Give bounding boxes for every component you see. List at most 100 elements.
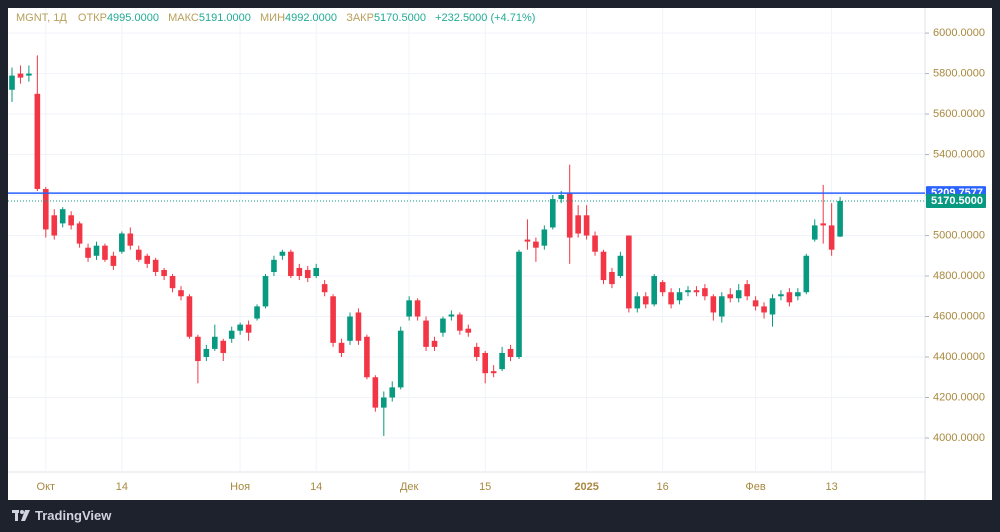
candle-body	[9, 75, 15, 90]
candle-body	[262, 276, 269, 307]
candle-body	[786, 292, 793, 303]
candle-body	[271, 259, 277, 272]
y-tick-label: 5800.0000	[933, 67, 985, 79]
candle-body	[550, 199, 556, 228]
brand-logo	[12, 509, 30, 521]
y-tick-label: 4200.0000	[933, 391, 985, 403]
candle-body	[195, 336, 201, 362]
y-tick-label: 4000.0000	[933, 432, 985, 444]
candle-body	[397, 330, 404, 388]
x-tick-label: 14	[116, 481, 128, 493]
candle-body	[651, 276, 657, 305]
candle-body	[617, 255, 624, 277]
candle-body	[710, 296, 717, 313]
candle-body	[735, 290, 742, 299]
open-label: ОТКР	[77, 12, 107, 24]
candle-body	[659, 282, 666, 293]
brand-name: TradingView	[35, 508, 112, 523]
candle-body	[355, 312, 362, 341]
candle-body	[212, 336, 218, 349]
candle-body	[110, 255, 117, 266]
chart-bg	[8, 8, 992, 500]
candle-body	[811, 225, 818, 240]
candle-body	[828, 225, 835, 250]
x-tick-label: 15	[479, 481, 491, 493]
candle-body	[93, 245, 100, 256]
x-tick-label: Дек	[400, 481, 419, 493]
high-label: МАКС	[168, 12, 199, 24]
candle-body	[102, 245, 108, 260]
x-tick-label: Ноя	[230, 481, 250, 493]
candle-body	[381, 397, 387, 408]
candle-body	[837, 201, 843, 237]
candle-body	[161, 269, 167, 277]
candle-body	[490, 371, 497, 374]
low-label: МИН	[260, 12, 286, 24]
candle-body	[457, 314, 463, 331]
low-value: 4992.0000	[285, 12, 338, 24]
candle-body	[51, 215, 58, 236]
candle-body	[533, 241, 539, 248]
candle-body	[313, 267, 319, 277]
candle-body	[338, 342, 345, 353]
x-tick-label: 16	[657, 481, 669, 493]
candle-body	[68, 215, 74, 226]
x-tick-label: Фев	[745, 481, 765, 493]
candle-body	[17, 73, 24, 78]
candle-body	[820, 223, 826, 226]
x-tick-label: 14	[310, 481, 322, 493]
y-tick-label: 4600.0000	[933, 310, 985, 322]
candle-body	[220, 340, 227, 353]
candle-body	[364, 336, 370, 378]
y-tick-label: 4400.0000	[933, 351, 985, 363]
symbol: MGNT, 1Д	[16, 12, 67, 24]
candle-body	[583, 215, 590, 236]
candle-body	[43, 188, 49, 230]
price-tag	[926, 194, 986, 209]
candle-body	[752, 300, 759, 307]
candle-body	[575, 215, 581, 234]
candle-body	[85, 247, 91, 258]
candle-body	[254, 306, 260, 319]
candle-body	[541, 229, 548, 246]
candle-body	[228, 330, 235, 339]
candle-body	[702, 288, 708, 297]
candle-body	[592, 235, 598, 252]
candle-body	[414, 300, 421, 317]
candle-body	[600, 251, 607, 281]
candle-body	[693, 290, 700, 293]
candle-body	[642, 296, 649, 305]
high-value: 5191.0000	[198, 12, 251, 24]
candle-body	[499, 352, 505, 370]
candle-body	[431, 340, 438, 347]
candle-body	[558, 195, 565, 200]
candle-body	[59, 209, 66, 224]
candle-body	[727, 294, 734, 299]
candle-body	[347, 316, 353, 341]
candle-body	[288, 251, 294, 277]
candle-body	[795, 292, 801, 297]
candle-body	[423, 320, 429, 347]
candle-body	[26, 73, 32, 76]
candle-body	[676, 292, 683, 301]
candle-body	[135, 249, 142, 260]
candle-body	[304, 269, 311, 279]
candle-body	[803, 255, 810, 293]
close-value: 5170.5000	[373, 12, 426, 24]
candle-body	[634, 296, 641, 309]
candle-body	[372, 377, 379, 408]
change: +232.5000 (+4.71%)	[435, 12, 536, 24]
candle-body	[566, 193, 573, 238]
y-tick-label: 5400.0000	[933, 148, 985, 160]
candle-body	[34, 93, 41, 189]
candle-body	[448, 314, 455, 317]
brand[interactable]: TradingView	[12, 508, 111, 523]
open-value: 4995.0000	[106, 12, 159, 24]
candle-body	[626, 235, 632, 309]
candle-body	[473, 346, 480, 358]
x-tick-label: Окт	[37, 481, 56, 493]
candle-body	[685, 290, 691, 293]
candle-body	[524, 239, 531, 242]
candle-body	[127, 233, 134, 246]
